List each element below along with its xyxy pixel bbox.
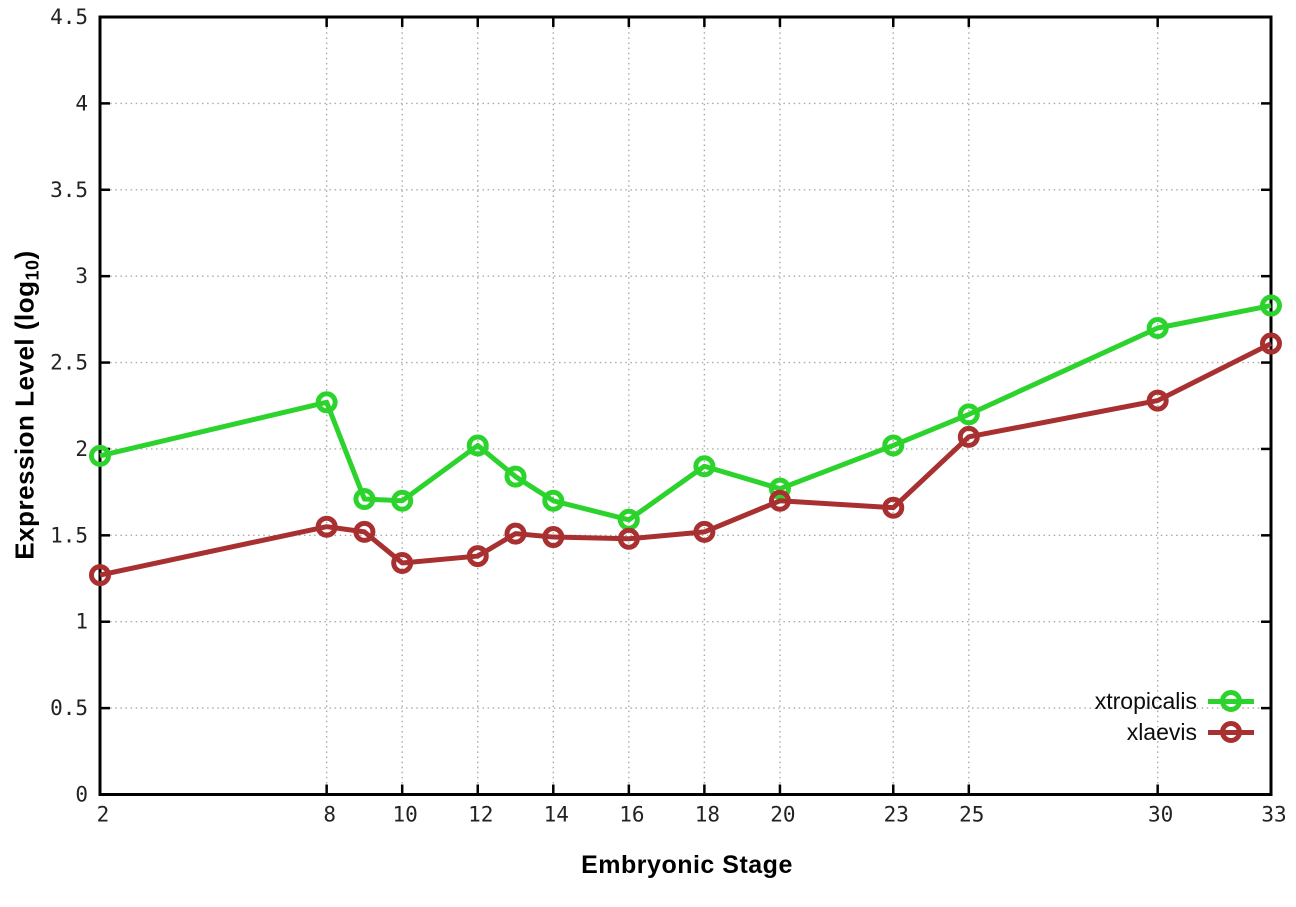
- y-tick-label: 2.5: [50, 351, 88, 375]
- y-axis-title-suffix: ): [9, 250, 40, 260]
- data-point-xtropicalis: [353, 488, 376, 511]
- y-tick-label: 0.5: [50, 696, 88, 720]
- x-tick-label: 14: [544, 803, 569, 827]
- data-point-xlaevis: [1146, 389, 1169, 412]
- data-point-xtropicalis: [1260, 294, 1282, 317]
- data-point-xlaevis: [315, 515, 338, 538]
- y-tick-label: 2: [75, 437, 88, 461]
- x-tick-label: 12: [468, 803, 493, 827]
- x-tick-label: 33: [1261, 803, 1286, 827]
- y-tick-label: 1: [75, 610, 88, 634]
- x-tick-label: 16: [619, 803, 644, 827]
- y-tick-label: 0: [75, 783, 88, 807]
- data-point-xlaevis: [957, 425, 980, 448]
- data-point-xlaevis: [466, 545, 489, 568]
- legend-item-xlaevis: xlaevis: [1095, 717, 1254, 747]
- x-tick-label: 2: [97, 803, 110, 827]
- y-tick-label: 3: [75, 264, 88, 288]
- data-point-xlaevis: [504, 522, 527, 545]
- data-point-xlaevis: [353, 520, 376, 543]
- data-point-xlaevis: [768, 489, 791, 512]
- x-tick-label: 10: [393, 803, 418, 827]
- x-tick-label: 8: [323, 803, 336, 827]
- data-point-xtropicalis: [1146, 317, 1169, 339]
- y-tick-label: 3.5: [50, 178, 88, 202]
- data-point-xtropicalis: [391, 489, 414, 512]
- xlaevis-line-marker-icon: [1208, 717, 1254, 747]
- data-point-xtropicalis: [768, 477, 791, 500]
- data-point-xlaevis: [617, 527, 640, 550]
- data-point-xlaevis: [542, 526, 565, 549]
- data-point-xlaevis: [89, 564, 111, 587]
- data-point-xtropicalis: [693, 455, 716, 478]
- x-tick-label: 18: [695, 803, 720, 827]
- data-point-xtropicalis: [957, 403, 980, 426]
- y-tick-label: 4.5: [50, 5, 88, 29]
- y-axis-title-subscript: 10: [22, 259, 43, 281]
- data-point-xlaevis: [882, 496, 905, 519]
- legend-item-xtropicalis: xtropicalis: [1095, 686, 1254, 716]
- xtropicalis-line-marker-icon: [1208, 686, 1254, 716]
- data-point-xlaevis: [693, 520, 716, 543]
- data-point-xtropicalis: [89, 444, 111, 467]
- data-point-xtropicalis: [882, 434, 905, 457]
- x-tick-label: 30: [1148, 803, 1173, 827]
- data-point-xlaevis: [391, 551, 414, 574]
- y-axis-title: Expression Level (log10): [9, 250, 43, 560]
- data-point-xtropicalis: [466, 434, 489, 457]
- data-point-xtropicalis: [504, 465, 527, 488]
- series-line-xlaevis: [99, 341, 1273, 578]
- y-tick-label: 1.5: [50, 523, 88, 547]
- y-axis-title-prefix: Expression Level (log: [9, 280, 40, 560]
- x-tick-label: 25: [959, 803, 984, 827]
- legend-label-xtropicalis: xtropicalis: [1094, 687, 1197, 714]
- data-point-xlaevis: [1260, 332, 1282, 355]
- data-point-xtropicalis: [542, 489, 565, 512]
- legend: xtropicalis xlaevis: [1095, 686, 1254, 747]
- legend-label-xlaevis: xlaevis: [1126, 718, 1197, 745]
- x-tick-label: 23: [884, 803, 909, 827]
- x-tick-label: 20: [770, 803, 795, 827]
- y-tick-label: 4: [75, 91, 88, 115]
- plot-border: [98, 15, 1273, 796]
- data-point-xtropicalis: [315, 391, 338, 414]
- x-axis-title: Embryonic Stage: [581, 851, 793, 879]
